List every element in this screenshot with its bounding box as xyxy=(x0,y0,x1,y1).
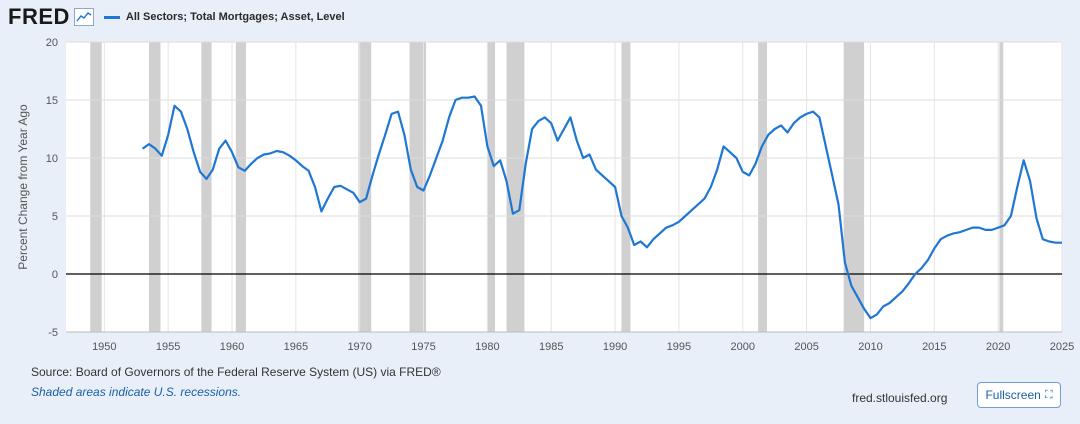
plot-area xyxy=(66,42,1062,332)
x-tick-label: 1950 xyxy=(92,341,116,353)
x-tick-label: 1990 xyxy=(603,341,627,353)
x-tick-label: 1965 xyxy=(284,341,308,353)
x-tick-label: 1985 xyxy=(539,341,563,353)
fullscreen-label: Fullscreen xyxy=(985,388,1041,402)
recession-band xyxy=(621,42,631,332)
recession-band xyxy=(358,42,372,332)
y-tick-label: 5 xyxy=(52,211,58,223)
recession-band xyxy=(201,42,212,332)
site-url[interactable]: fred.stlouisfed.org xyxy=(852,391,948,405)
x-tick-label: 1995 xyxy=(667,341,691,353)
x-tick-label: 2015 xyxy=(922,341,946,353)
recession-band xyxy=(149,42,161,332)
x-tick-label: 2010 xyxy=(858,341,882,353)
fullscreen-button[interactable]: Fullscreen ⛶ xyxy=(977,382,1061,408)
x-tick-label: 1955 xyxy=(156,341,180,353)
y-tick-label: 0 xyxy=(52,269,58,281)
recession-band xyxy=(487,42,496,332)
recession-band xyxy=(90,42,102,332)
header: FRED All Sectors; Total Mortgages; Asset… xyxy=(8,4,345,30)
series-line xyxy=(141,95,1062,320)
legend-label: All Sectors; Total Mortgages; Asset, Lev… xyxy=(125,11,345,23)
x-tick-label: 1975 xyxy=(411,341,435,353)
x-tick-label: 1960 xyxy=(220,341,244,353)
y-tick-label: 15 xyxy=(46,95,58,107)
y-tick-label: -5 xyxy=(48,327,58,339)
x-tick-label: 2005 xyxy=(794,341,818,353)
recession-band xyxy=(843,42,865,332)
recession-band xyxy=(999,42,1004,332)
recession-band xyxy=(235,42,247,332)
recession-band xyxy=(758,42,768,332)
recession-note: Shaded areas indicate U.S. recessions. xyxy=(31,385,242,399)
recession-band xyxy=(506,42,525,332)
x-tick-label: 1980 xyxy=(475,341,499,353)
fred-logo[interactable]: FRED xyxy=(8,4,70,29)
x-tick-label: 2000 xyxy=(731,341,755,353)
x-tick-label: 2020 xyxy=(986,341,1010,353)
y-axis-label: Percent Change from Year Ago xyxy=(16,104,30,270)
chart-trend-icon xyxy=(73,8,94,26)
legend-swatch xyxy=(103,15,120,19)
legend: All Sectors; Total Mortgages; Asset, Lev… xyxy=(103,11,345,23)
y-tick-label: 10 xyxy=(46,153,58,165)
y-tick-label: 20 xyxy=(46,37,58,49)
expand-icon: ⛶ xyxy=(1044,388,1053,401)
source-text: Source: Board of Governors of the Federa… xyxy=(31,365,441,379)
x-tick-label: 1970 xyxy=(347,341,371,353)
x-tick-label: 2025 xyxy=(1050,341,1074,353)
